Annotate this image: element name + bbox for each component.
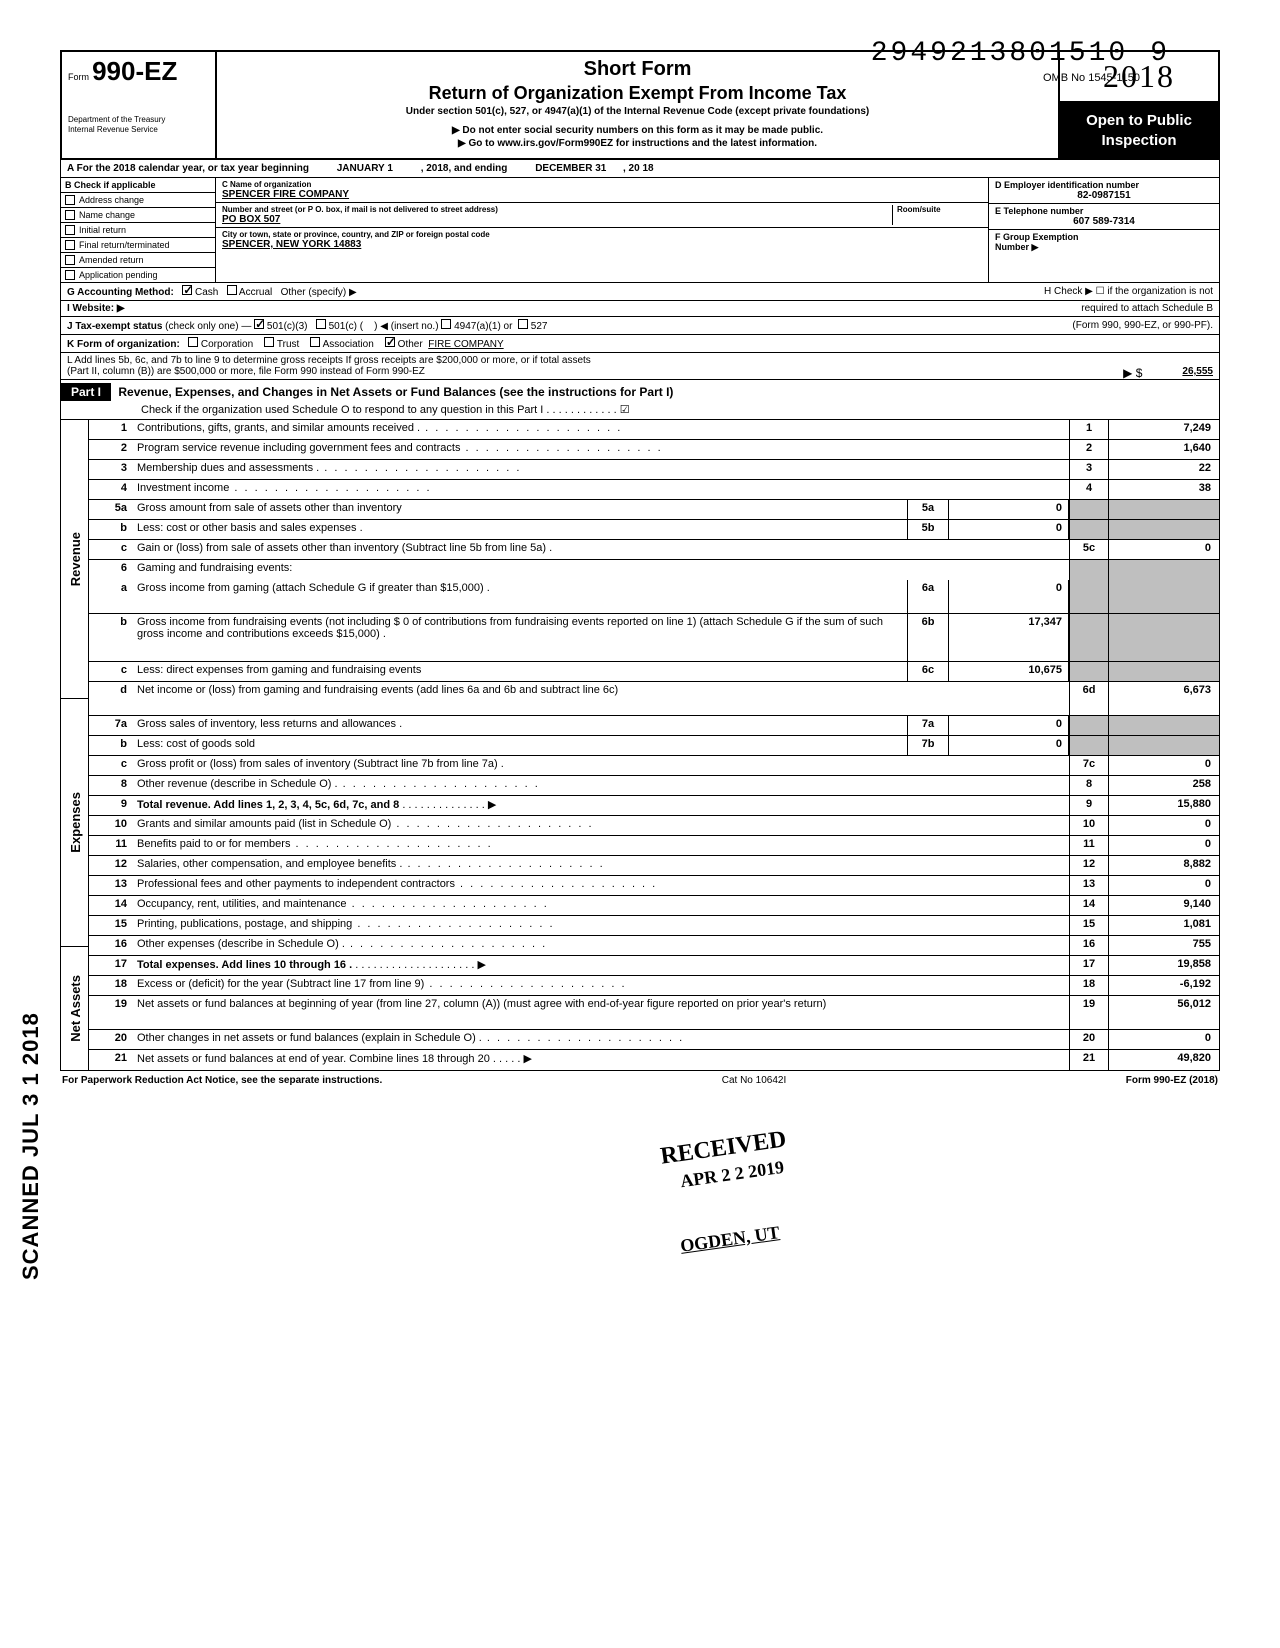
row-a-tax-year: A For the 2018 calendar year, or tax yea… [60,160,1220,178]
row-k-form-org: K Form of organization: Corporation Trus… [60,335,1220,353]
line-16: 16Other expenses (describe in Schedule O… [89,936,1219,956]
line-7c: cGross profit or (loss) from sales of in… [89,756,1219,776]
row-h-check: H Check ▶ ☐ if the organization is not [1044,286,1213,297]
org-name-label: C Name of organization [222,180,982,189]
telephone: 607 589-7314 [995,216,1213,227]
line-6d: dNet income or (loss) from gaming and fu… [89,682,1219,716]
row-g-accounting: G Accounting Method: Cash Accrual Other … [60,283,1220,301]
chk-trust[interactable] [264,337,274,347]
page-footer: For Paperwork Reduction Act Notice, see … [60,1075,1220,1086]
line-14: 14Occupancy, rent, utilities, and mainte… [89,896,1219,916]
org-info-block: B Check if applicable Address change Nam… [60,178,1220,283]
row-i-website: I Website: ▶ required to attach Schedule… [60,301,1220,317]
form-footer-id: Form 990-EZ (2018) [1126,1075,1218,1086]
url-line: ▶ Go to www.irs.gov/Form990EZ for instru… [227,138,1048,149]
gross-receipts-amount: 26,555 [1182,366,1213,377]
chk-application-pending[interactable]: Application pending [61,268,215,282]
open-public-badge: Open to PublicInspection [1060,103,1218,158]
addr-label: Number and street (or P O. box, if mail … [222,205,892,214]
ein: 82-0987151 [995,190,1213,201]
chk-cash[interactable] [182,285,192,295]
other-org-value: FIRE COMPANY [428,339,503,350]
chk-501c[interactable] [316,319,326,329]
line-7a: 7aGross sales of inventory, less returns… [89,716,1219,736]
line-5b: bLess: cost or other basis and sales exp… [89,520,1219,540]
part-1-label: Part I [61,383,111,401]
paperwork-notice: For Paperwork Reduction Act Notice, see … [62,1075,382,1086]
group-exemption-label: F Group Exemption [995,232,1213,242]
room-label: Room/suite [897,205,982,214]
line-19: 19Net assets or fund balances at beginni… [89,996,1219,1030]
netassets-section-label: Net Assets [68,975,83,1042]
line-21: 21Net assets or fund balances at end of … [89,1050,1219,1070]
chk-accrual[interactable] [227,285,237,295]
document-number: 29492138015109 [871,38,1170,69]
col-c-org: C Name of organization SPENCER FIRE COMP… [216,178,989,282]
line-6c: cLess: direct expenses from gaming and f… [89,662,1219,682]
org-city: SPENCER, NEW YORK 14883 [222,239,982,250]
line-3: 3Membership dues and assessments .322 [89,460,1219,480]
dept-treasury: Department of the Treasury [68,115,209,125]
line-5c: cGain or (loss) from sale of assets othe… [89,540,1219,560]
line-7b: bLess: cost of goods sold7b0 [89,736,1219,756]
line-10: 10Grants and similar amounts paid (list … [89,816,1219,836]
chk-4947[interactable] [441,319,451,329]
chk-other-org[interactable] [385,337,395,347]
subtitle: Under section 501(c), 527, or 4947(a)(1)… [227,106,1048,117]
chk-527[interactable] [518,319,528,329]
col-d-ids: D Employer identification number 82-0987… [989,178,1219,282]
line-6a: aGross income from gaming (attach Schedu… [89,580,1219,614]
ssn-warning: ▶ Do not enter social security numbers o… [227,125,1048,136]
chk-name-change[interactable]: Name change [61,208,215,223]
cat-no: Cat No 10642I [722,1075,787,1086]
group-exemption-number: Number ▶ [995,242,1213,253]
chk-final-return[interactable]: Final return/terminated [61,238,215,253]
main-title: Return of Organization Exempt From Incom… [227,83,1048,104]
chk-corp[interactable] [188,337,198,347]
line-4: 4Investment income438 [89,480,1219,500]
dept-irs: Internal Revenue Service [68,125,209,135]
line-6b: bGross income from fundraising events (n… [89,614,1219,662]
omb-number: OMB No 1545-1150 [1043,72,1140,84]
line-15: 15Printing, publications, postage, and s… [89,916,1219,936]
line-1: 1Contributions, gifts, grants, and simil… [89,420,1219,440]
line-20: 20Other changes in net assets or fund ba… [89,1030,1219,1050]
line-12: 12Salaries, other compensation, and empl… [89,856,1219,876]
line-5a: 5aGross amount from sale of assets other… [89,500,1219,520]
ein-label: D Employer identification number [995,180,1213,190]
ogden-stamp: OGDEN, UT [679,1223,781,1257]
line-2: 2Program service revenue including gover… [89,440,1219,460]
line-17: 17Total expenses. Add lines 10 through 1… [89,956,1219,976]
city-label: City or town, state or province, country… [222,230,982,239]
col-b-checkboxes: B Check if applicable Address change Nam… [61,178,216,282]
row-j-tax-status: J Tax-exempt status (check only one) — 5… [60,317,1220,335]
col-b-header: B Check if applicable [61,178,215,193]
chk-amended-return[interactable]: Amended return [61,253,215,268]
chk-initial-return[interactable]: Initial return [61,223,215,238]
line-18: 18Excess or (deficit) for the year (Subt… [89,976,1219,996]
form-prefix: Form [68,72,89,82]
revenue-section-label: Revenue [68,532,83,586]
org-name: SPENCER FIRE COMPANY [222,189,982,200]
chk-address-change[interactable]: Address change [61,193,215,208]
tel-label: E Telephone number [995,206,1213,216]
line-8: 8Other revenue (describe in Schedule O) … [89,776,1219,796]
part-1-schedule-o-check: Check if the organization used Schedule … [61,401,1219,416]
line-9: 9Total revenue. Add lines 1, 2, 3, 4, 5c… [89,796,1219,816]
line-11: 11Benefits paid to or for members110 [89,836,1219,856]
scanned-stamp: SCANNED JUL 3 1 2018 [18,1012,44,1280]
part-1-title: Revenue, Expenses, and Changes in Net As… [114,385,673,399]
line-13: 13Professional fees and other payments t… [89,876,1219,896]
row-l-gross-receipts: L Add lines 5b, 6c, and 7b to line 9 to … [60,353,1220,380]
chk-501c3[interactable] [254,319,264,329]
part-1-lines: Revenue Expenses Net Assets 1Contributio… [60,420,1220,1071]
form-number: 990-EZ [92,56,177,86]
expenses-section-label: Expenses [68,792,83,853]
chk-assoc[interactable] [310,337,320,347]
part-1-header: Part I Revenue, Expenses, and Changes in… [60,380,1220,420]
org-address: PO BOX 507 [222,214,892,225]
line-6: 6Gaming and fundraising events: [89,560,1219,580]
